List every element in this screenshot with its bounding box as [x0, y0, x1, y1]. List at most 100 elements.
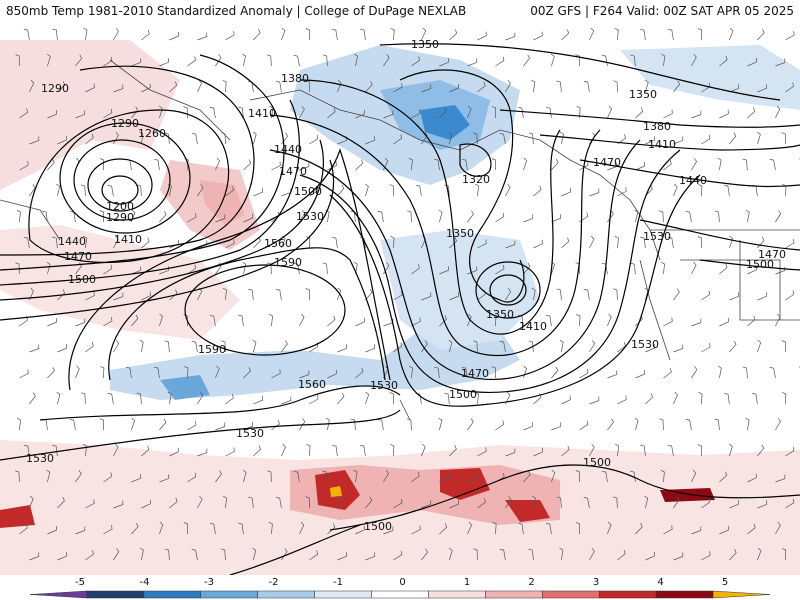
wind-barb [517, 314, 524, 327]
wind-barb [421, 292, 432, 301]
wind-barb [411, 109, 421, 119]
wind-barb [309, 395, 319, 405]
wind-barb [299, 521, 305, 535]
wind-barb [663, 317, 673, 327]
contour-label: 1260 [138, 127, 166, 140]
wind-barb [583, 81, 590, 93]
wind-barb [719, 109, 729, 119]
wind-barb [751, 392, 758, 405]
wind-barb [141, 237, 150, 249]
wind-barb [742, 366, 748, 379]
wind-barb [635, 522, 643, 535]
wind-barb [701, 343, 711, 353]
colorbar-swatch [257, 590, 315, 599]
wind-barb [612, 288, 618, 301]
wind-barb [29, 136, 40, 145]
contour-label: 1560 [298, 378, 326, 391]
wind-barb [607, 210, 614, 223]
wind-barb [46, 261, 51, 275]
wind-barb [561, 187, 571, 197]
wind-barb [546, 106, 552, 119]
wind-barb [747, 473, 757, 483]
wind-barb [613, 80, 618, 93]
wind-barb [393, 498, 403, 509]
wind-barb [495, 264, 505, 275]
wind-barb [461, 366, 468, 379]
height-contours [0, 43, 800, 575]
wind-barb [477, 498, 486, 509]
contour-1380 [0, 65, 255, 256]
wind-barb [197, 392, 204, 405]
wind-barb [187, 472, 197, 483]
contour-label: 1470 [461, 367, 489, 380]
wind-barb [467, 210, 474, 223]
wind-barb [16, 417, 21, 431]
wind-barb [139, 547, 144, 561]
wind-barb [421, 340, 428, 353]
wind-barb [243, 213, 253, 223]
wind-barb [747, 265, 757, 275]
coastlines [0, 59, 800, 421]
wind-barb [411, 471, 420, 483]
wind-barb [411, 525, 421, 535]
contour-label: 1500 [364, 520, 392, 533]
wind-barb [505, 32, 516, 41]
wind-barb [439, 266, 449, 275]
wind-barb [659, 418, 664, 431]
wind-barb [757, 131, 761, 145]
colorbar-swatch [143, 590, 202, 599]
wind-barb [729, 548, 737, 561]
wind-barb [47, 525, 57, 535]
contour-1380-low [475, 261, 541, 319]
wind-barb [729, 292, 740, 301]
wind-barb [159, 418, 167, 431]
wind-barb [19, 369, 29, 379]
wind-barb [242, 469, 247, 483]
wind-barb [305, 28, 310, 41]
wind-barb [131, 474, 142, 483]
wind-barb [559, 131, 564, 145]
wind-barb [589, 547, 595, 561]
wind-barb [187, 213, 197, 223]
wind-barb [615, 443, 620, 457]
wind-barb [100, 366, 105, 379]
wind-barb [390, 27, 395, 41]
wind-barb [406, 418, 412, 431]
contour-1470 [0, 139, 324, 301]
wind-barb [607, 418, 614, 431]
wind-barb [782, 392, 787, 405]
wind-barb [691, 526, 702, 535]
wind-barb [528, 548, 534, 561]
wind-barb [449, 445, 457, 457]
wind-barb [29, 552, 40, 561]
contour-1500-south-b [229, 524, 361, 575]
wind-barb [601, 54, 608, 67]
wind-barb [158, 105, 163, 119]
wind-barb [47, 367, 55, 379]
wind-barb [660, 469, 665, 483]
wind-barb [390, 444, 395, 457]
wind-barb [355, 525, 365, 535]
wind-barb [617, 342, 626, 353]
wind-barb [350, 418, 356, 431]
wind-barb [327, 107, 336, 119]
wind-barb [271, 161, 281, 171]
wind-barb [309, 134, 319, 145]
wind-barb [729, 235, 734, 249]
contour-label: 1470 [758, 248, 786, 261]
wind-barb [293, 471, 300, 483]
wind-barb [169, 497, 178, 509]
wind-barb [729, 132, 737, 145]
contour-label: 1440 [58, 235, 86, 248]
wind-barb [253, 396, 263, 405]
wind-barb [113, 28, 119, 41]
wind-barb [191, 132, 198, 145]
wind-barb [365, 344, 376, 353]
wind-barb [225, 186, 234, 197]
wind-barb [359, 444, 366, 457]
wind-barb [141, 445, 150, 457]
wind-barb [663, 159, 672, 171]
wind-barb [576, 105, 581, 119]
wind-barb [113, 292, 124, 301]
wind-barb [411, 264, 420, 275]
